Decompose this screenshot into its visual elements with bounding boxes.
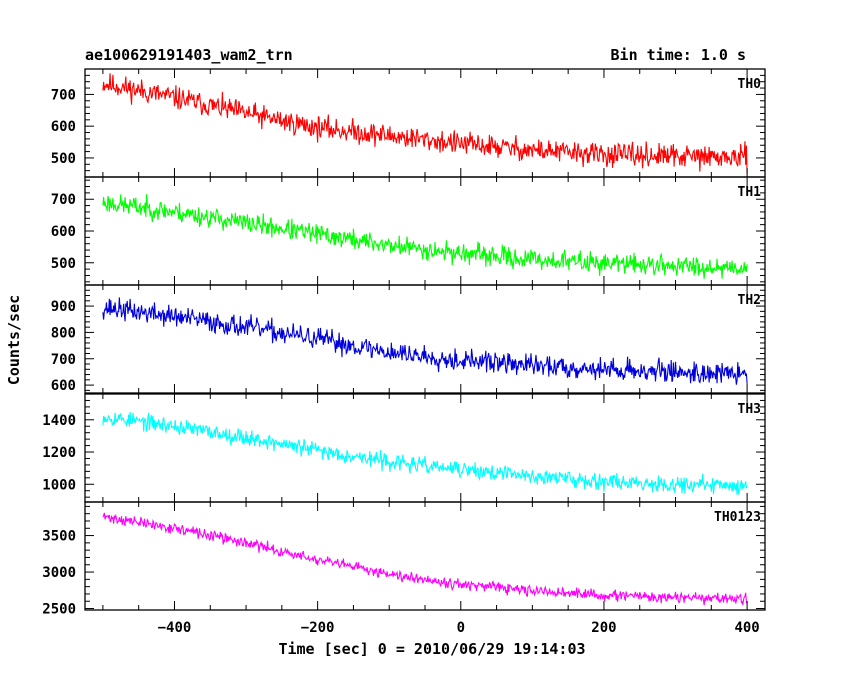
y-tick-label: 700: [51, 192, 76, 208]
y-tick-label: 800: [51, 325, 76, 341]
x-axis: −400 −200 0 200 400: [158, 620, 760, 636]
x-tick-label: 0: [457, 620, 465, 636]
chart-title: ae100629191403_wam2_trn: [85, 46, 293, 64]
y-tick-label: 1200: [42, 445, 76, 461]
y-tick-label: 600: [51, 119, 76, 135]
y-tick-label: 3000: [42, 565, 76, 581]
panel-th2: TH2 600 700 800 900: [51, 284, 766, 394]
panel-label-th3: TH3: [738, 402, 761, 417]
panel-frame: [84, 284, 766, 394]
x-axis-label: Time [sec] 0 = 2010/06/29 19:14:03: [278, 640, 585, 658]
series-line-th1: [102, 194, 748, 279]
y-tick-label: 2500: [42, 602, 76, 618]
y-tick-label: 900: [51, 299, 76, 315]
y-tick-label: 500: [51, 256, 76, 272]
panel-th0123: TH0123 2500 3000 3500: [42, 501, 766, 618]
x-tick-label: 200: [591, 620, 616, 636]
bin-time-label: Bin time: 1.0 s: [611, 46, 746, 64]
panel-label-th1: TH1: [738, 185, 762, 200]
series-line-th2: [102, 297, 748, 385]
panel-label-th0: TH0: [738, 77, 762, 92]
y-tick-label: 700: [51, 352, 76, 368]
y-tick-label: 1000: [42, 477, 76, 493]
y-tick-label: 700: [51, 87, 76, 103]
panel-th3: TH3 1000 1200 1400: [42, 393, 766, 503]
y-tick-label: 600: [51, 224, 76, 240]
y-tick-label: 3500: [42, 529, 76, 545]
y-tick-label: 1400: [42, 413, 76, 429]
x-tick-label: −200: [301, 620, 335, 636]
series-line-th3: [102, 411, 748, 495]
panel-label-th0123: TH0123: [714, 510, 761, 525]
panel-th1: TH1 500 600 700: [51, 176, 766, 286]
panel-th0: TH0 500 600 700: [51, 68, 766, 178]
series-line-th0: [102, 73, 748, 174]
y-axis-label: Counts/sec: [5, 295, 23, 385]
series-line-th0123: [102, 512, 748, 606]
x-tick-label: 400: [734, 620, 759, 636]
panel-label-th2: TH2: [738, 293, 761, 308]
y-tick-label: 600: [51, 378, 76, 394]
x-tick-label: −400: [158, 620, 192, 636]
panels-group: TH0500600700TH1500600700TH2600700800900T…: [42, 68, 766, 618]
y-tick-label: 500: [51, 151, 76, 167]
